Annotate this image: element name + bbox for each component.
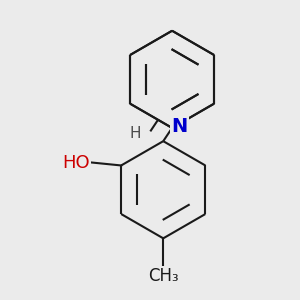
Text: H: H [130, 126, 141, 141]
Text: CH₃: CH₃ [148, 267, 178, 285]
Text: HO: HO [63, 154, 90, 172]
Text: N: N [171, 117, 188, 136]
